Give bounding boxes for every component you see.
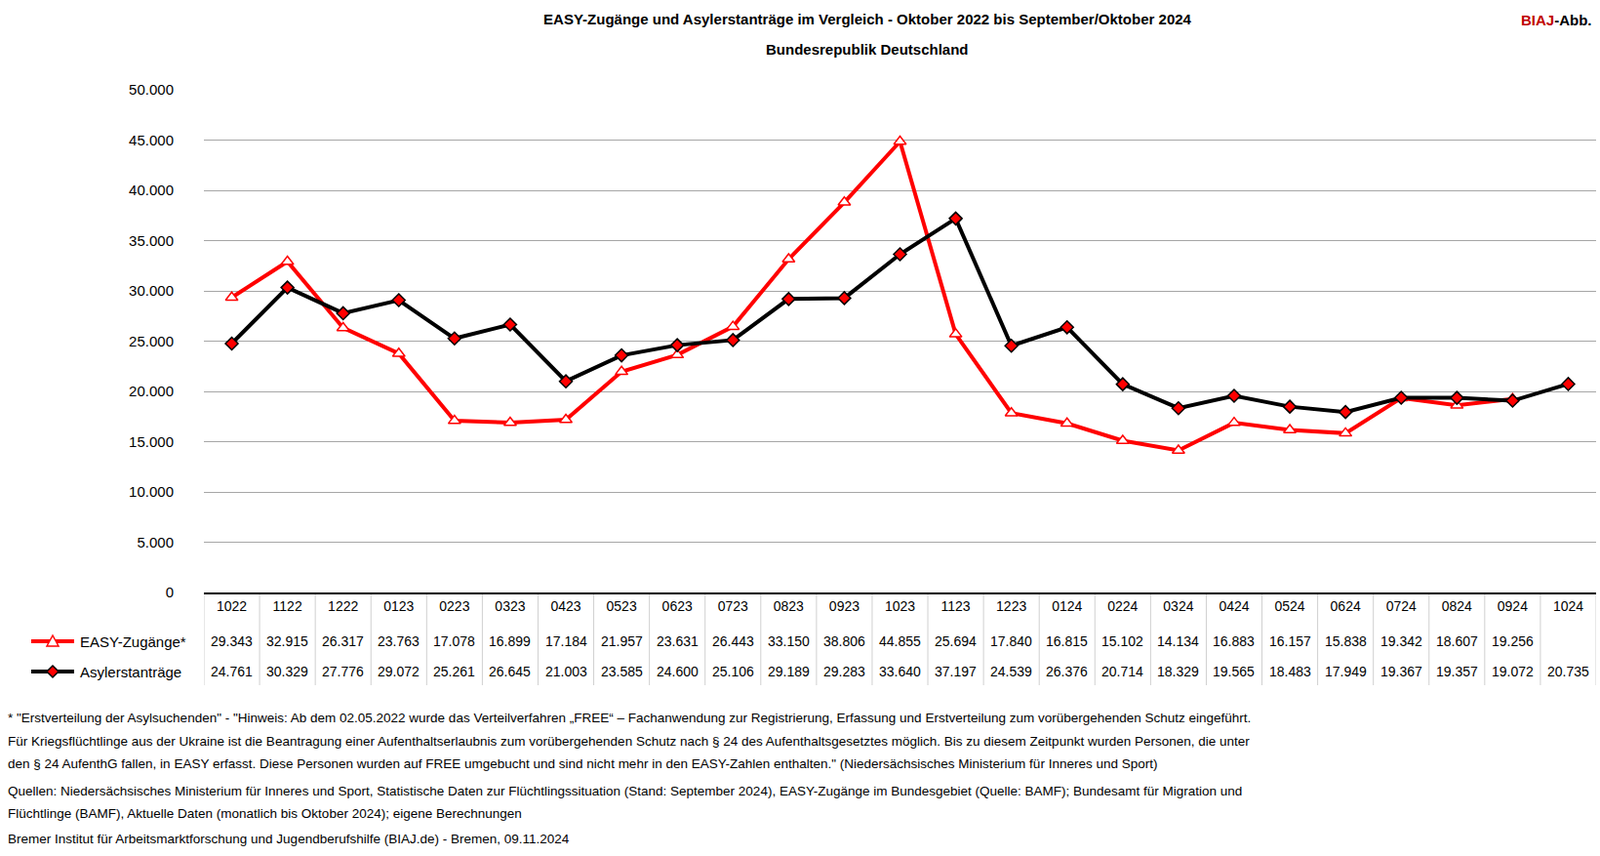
- svg-text:16.899: 16.899: [488, 633, 531, 649]
- svg-text:0223: 0223: [439, 598, 470, 614]
- svg-text:0324: 0324: [1162, 598, 1194, 614]
- svg-text:14.134: 14.134: [1157, 633, 1200, 649]
- svg-text:17.184: 17.184: [545, 633, 588, 649]
- svg-text:33.640: 33.640: [879, 663, 921, 680]
- svg-text:29.283: 29.283: [823, 663, 866, 680]
- svg-text:20.000: 20.000: [128, 382, 174, 400]
- svg-text:19.342: 19.342: [1380, 633, 1423, 649]
- svg-text:Asylerstanträge: Asylerstanträge: [80, 663, 182, 680]
- svg-text:10.000: 10.000: [128, 482, 174, 500]
- svg-text:1022: 1022: [216, 598, 247, 614]
- svg-text:38.806: 38.806: [823, 633, 866, 649]
- svg-text:0523: 0523: [606, 598, 638, 614]
- svg-text:EASY-Zugänge*: EASY-Zugänge*: [80, 633, 187, 650]
- svg-text:17.949: 17.949: [1324, 663, 1367, 680]
- svg-text:45.000: 45.000: [128, 131, 174, 149]
- svg-text:1023: 1023: [884, 598, 916, 614]
- svg-text:35.000: 35.000: [128, 232, 174, 249]
- svg-text:25.000: 25.000: [128, 332, 174, 350]
- svg-text:5.000: 5.000: [136, 533, 174, 551]
- svg-text:17.078: 17.078: [433, 633, 476, 649]
- svg-text:0723: 0723: [718, 598, 749, 614]
- svg-text:30.329: 30.329: [266, 663, 309, 680]
- svg-text:0924: 0924: [1497, 598, 1528, 614]
- svg-text:40.000: 40.000: [128, 181, 174, 199]
- svg-text:24.600: 24.600: [656, 663, 699, 680]
- svg-text:0224: 0224: [1107, 598, 1138, 614]
- svg-text:0923: 0923: [829, 598, 860, 614]
- svg-text:0123: 0123: [383, 598, 414, 614]
- svg-text:1024: 1024: [1553, 598, 1584, 614]
- svg-text:26.376: 26.376: [1045, 663, 1088, 680]
- svg-text:23.585: 23.585: [600, 663, 643, 680]
- svg-text:16.157: 16.157: [1269, 633, 1312, 649]
- svg-text:0124: 0124: [1051, 598, 1082, 614]
- svg-text:37.197: 37.197: [934, 663, 977, 680]
- svg-text:23.631: 23.631: [656, 633, 699, 649]
- svg-text:33.150: 33.150: [767, 633, 810, 649]
- svg-text:1122: 1122: [273, 598, 303, 614]
- svg-text:32.915: 32.915: [266, 633, 309, 649]
- svg-text:Flüchtlinge (BAMF), Aktuelle D: Flüchtlinge (BAMF), Aktuelle Daten (mona…: [7, 805, 522, 821]
- svg-text:1222: 1222: [327, 598, 359, 614]
- svg-text:18.329: 18.329: [1157, 663, 1200, 680]
- svg-text:29.072: 29.072: [377, 663, 420, 680]
- svg-text:26.443: 26.443: [712, 633, 755, 649]
- svg-text:17.840: 17.840: [990, 633, 1033, 649]
- svg-text:15.838: 15.838: [1324, 633, 1367, 649]
- svg-text:0724: 0724: [1386, 598, 1417, 614]
- svg-text:* "Erstverteilung der Asylsuch: * "Erstverteilung der Asylsuchenden" - "…: [7, 710, 1251, 725]
- svg-text:0823: 0823: [773, 598, 804, 614]
- svg-text:19.565: 19.565: [1212, 663, 1255, 680]
- svg-text:50.000: 50.000: [128, 80, 174, 98]
- svg-text:0624: 0624: [1330, 598, 1361, 614]
- svg-text:19.367: 19.367: [1380, 663, 1423, 680]
- svg-text:EASY-Zugänge und Asylerstanträ: EASY-Zugänge und Asylerstanträge im Verg…: [543, 10, 1192, 28]
- svg-text:26.645: 26.645: [488, 663, 531, 680]
- svg-text:0423: 0423: [550, 598, 581, 614]
- svg-text:0323: 0323: [494, 598, 525, 614]
- svg-text:Bremer Institut für Arbeitsmar: Bremer Institut für Arbeitsmarktforschun…: [7, 831, 570, 846]
- svg-text:0623: 0623: [662, 598, 693, 614]
- svg-text:Für Kriegsflüchtlinge aus der: Für Kriegsflüchtlinge aus der Ukraine is…: [7, 733, 1250, 749]
- svg-text:25.261: 25.261: [433, 663, 476, 680]
- svg-text:21.003: 21.003: [545, 663, 588, 680]
- svg-text:Quellen: Niedersächsisches Min: Quellen: Niedersächsisches Ministerium f…: [7, 783, 1242, 799]
- svg-text:23.763: 23.763: [377, 633, 420, 649]
- svg-text:30.000: 30.000: [128, 281, 174, 299]
- svg-text:19.357: 19.357: [1436, 663, 1479, 680]
- svg-text:16.883: 16.883: [1212, 633, 1255, 649]
- svg-text:18.483: 18.483: [1269, 663, 1312, 680]
- svg-text:1123: 1123: [941, 598, 971, 614]
- svg-text:44.855: 44.855: [879, 633, 921, 649]
- svg-text:20.714: 20.714: [1101, 663, 1144, 680]
- svg-text:25.106: 25.106: [712, 663, 755, 680]
- svg-text:0824: 0824: [1441, 598, 1473, 614]
- svg-text:29.343: 29.343: [210, 633, 253, 649]
- svg-text:24.761: 24.761: [210, 663, 253, 680]
- svg-text:20.735: 20.735: [1547, 663, 1590, 680]
- svg-text:0424: 0424: [1218, 598, 1249, 614]
- svg-text:BIAJ-Abb.: BIAJ-Abb.: [1520, 11, 1593, 29]
- svg-text:18.607: 18.607: [1436, 633, 1479, 649]
- svg-text:25.694: 25.694: [934, 633, 977, 649]
- svg-text:0: 0: [165, 583, 174, 600]
- svg-text:19.072: 19.072: [1491, 663, 1534, 680]
- svg-text:den § 24 AufenthG fallen, in E: den § 24 AufenthG fallen, in EASY erfass…: [7, 756, 1158, 771]
- svg-text:27.776: 27.776: [321, 663, 364, 680]
- svg-text:29.189: 29.189: [767, 663, 810, 680]
- svg-text:15.102: 15.102: [1101, 633, 1144, 649]
- svg-text:Bundesrepublik Deutschland: Bundesrepublik Deutschland: [765, 40, 969, 58]
- svg-text:15.000: 15.000: [128, 433, 174, 450]
- svg-text:1223: 1223: [996, 598, 1027, 614]
- svg-text:24.539: 24.539: [990, 663, 1033, 680]
- svg-text:16.815: 16.815: [1045, 633, 1088, 649]
- svg-text:26.317: 26.317: [321, 633, 364, 649]
- svg-text:21.957: 21.957: [600, 633, 643, 649]
- svg-text:19.256: 19.256: [1491, 633, 1534, 649]
- svg-text:0524: 0524: [1274, 598, 1305, 614]
